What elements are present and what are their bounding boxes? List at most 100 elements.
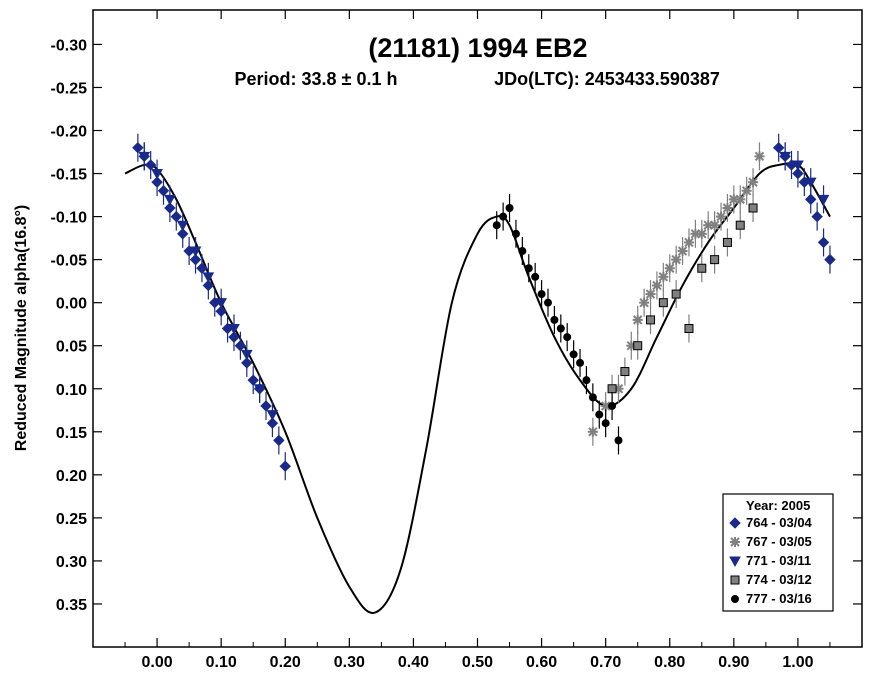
y-tick-label: -0.25 [51, 80, 88, 97]
data-point [132, 142, 144, 154]
x-tick-label: 0.50 [462, 654, 493, 671]
data-point [646, 315, 656, 325]
data-point [266, 410, 279, 421]
data-point [537, 290, 546, 299]
data-point [645, 289, 656, 300]
legend-label: 771 - 03/11 [746, 553, 811, 568]
data-point [735, 194, 746, 205]
data-point [253, 384, 266, 395]
data-point [817, 236, 830, 249]
x-tick-label: 0.80 [654, 654, 685, 671]
data-point [614, 436, 623, 445]
data-point [157, 185, 170, 197]
legend-label: 777 - 03/16 [746, 591, 812, 606]
y-tick-label: -0.30 [51, 37, 88, 54]
data-point [138, 151, 151, 163]
data-point [748, 177, 759, 188]
data-point [176, 220, 189, 232]
data-point [215, 298, 228, 309]
legend-label: 774 - 03/12 [746, 572, 812, 587]
data-point [651, 280, 662, 291]
data-point [722, 237, 732, 247]
data-point [556, 324, 565, 333]
y-tick-label: 0.15 [56, 425, 87, 442]
data-point [511, 229, 520, 238]
y-tick-label: -0.20 [51, 124, 88, 141]
x-tick-label: 0.90 [718, 654, 749, 671]
y-axis-label: Reduced Magnitude alpha(16.8°) [13, 205, 30, 451]
legend: Year: 2005 764 - 03/04 767 - 03/05 771 - 0… [722, 493, 834, 612]
y-tick-label: 0.35 [56, 597, 87, 614]
data-point [709, 220, 720, 231]
data-point [658, 298, 668, 308]
x-tick-label: 0.70 [590, 654, 621, 671]
x-axis: 0.00 0.10 0.20 0.30 0.40 0.50 0.60 0.70 0.80 0.90… [124, 10, 831, 671]
data-point [260, 400, 272, 412]
data-point [543, 298, 552, 307]
data-point [754, 151, 765, 162]
data-point [144, 159, 157, 171]
data-point [684, 324, 694, 333]
data-point [608, 401, 617, 410]
x-tick-label: 0.30 [334, 654, 365, 671]
data-point [671, 254, 682, 265]
data-point [710, 255, 720, 265]
data-point [779, 151, 791, 163]
chart-title: (21181) 1994 EB2 [368, 33, 587, 63]
data-point [741, 185, 752, 196]
data-point [805, 193, 817, 206]
data-point [748, 203, 758, 213]
data-point [804, 177, 817, 189]
legend-marker [729, 556, 741, 568]
legend-items: 764 - 03/04 767 - 03/05 771 - 03/11 774 - 0… [729, 515, 813, 606]
x-tick-label: 0.60 [526, 654, 557, 671]
data-point [505, 203, 514, 212]
data-point [189, 246, 202, 258]
data-point [633, 341, 643, 351]
data-point [240, 349, 253, 361]
data-point [273, 434, 285, 447]
data-point [228, 324, 240, 335]
data-point [550, 315, 559, 324]
data-point [716, 211, 727, 222]
data-point [164, 194, 176, 206]
legend-marker [731, 595, 739, 603]
data-point [601, 419, 610, 428]
x-tick-label: 0.00 [142, 654, 173, 671]
data-point [170, 210, 183, 223]
data-point [697, 263, 707, 273]
data-point [792, 160, 804, 171]
data-point [620, 367, 630, 377]
legend-box [722, 493, 834, 612]
x-tick-label: 0.20 [270, 654, 301, 671]
data-point [772, 142, 785, 154]
y-tick-label: 0.20 [56, 468, 87, 485]
data-point [151, 169, 163, 180]
y-tick-label: -0.10 [51, 210, 88, 227]
data-point [202, 272, 215, 283]
data-point [279, 460, 291, 472]
legend-marker [730, 537, 740, 547]
data-point [524, 264, 533, 273]
data-point [722, 202, 733, 213]
y-axis: -0.30 -0.25 -0.20 -0.15 -0.10 -0.05 0.00 0.05 0.… [51, 37, 862, 614]
data-point [234, 340, 247, 352]
data-point [595, 410, 604, 419]
data-point [492, 221, 501, 230]
data-point [683, 237, 694, 248]
data-point [518, 247, 527, 256]
data-point [563, 333, 572, 342]
y-tick-label: -0.15 [51, 167, 88, 184]
x-tick-label: 0.40 [398, 654, 429, 671]
data-point [582, 376, 591, 385]
data-point [664, 263, 675, 274]
data-point [817, 194, 830, 206]
data-point [632, 314, 643, 325]
data-point [677, 246, 688, 257]
y-tick-label: -0.05 [51, 253, 88, 270]
data-point [569, 350, 578, 359]
data-point [576, 358, 585, 367]
x-tick-label: 1.00 [782, 654, 813, 671]
legend-marker [730, 575, 740, 585]
